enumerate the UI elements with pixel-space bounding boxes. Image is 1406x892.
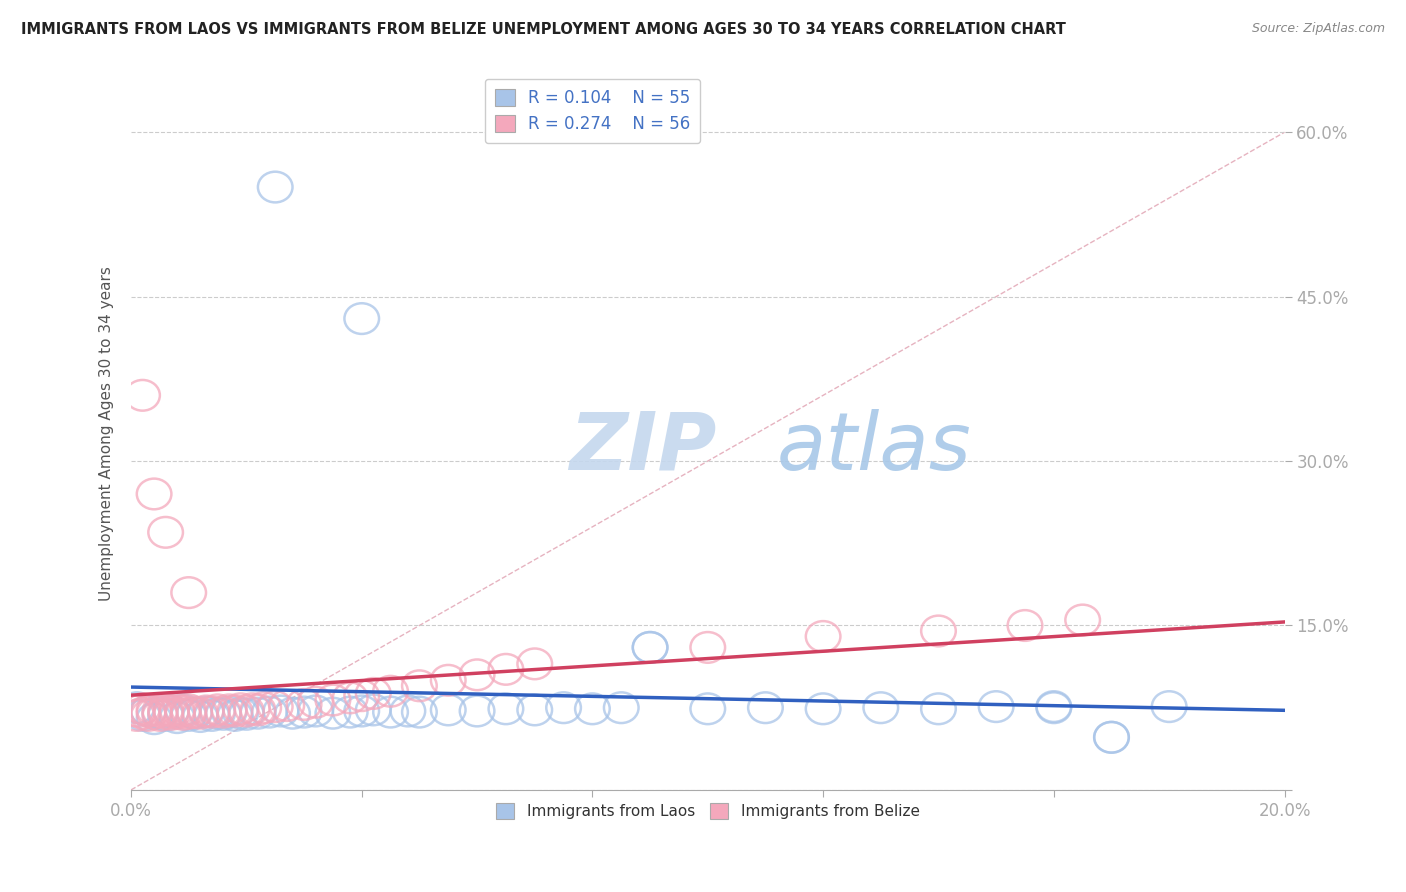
- Y-axis label: Unemployment Among Ages 30 to 34 years: Unemployment Among Ages 30 to 34 years: [100, 266, 114, 601]
- Text: Source: ZipAtlas.com: Source: ZipAtlas.com: [1251, 22, 1385, 36]
- Text: IMMIGRANTS FROM LAOS VS IMMIGRANTS FROM BELIZE UNEMPLOYMENT AMONG AGES 30 TO 34 : IMMIGRANTS FROM LAOS VS IMMIGRANTS FROM …: [21, 22, 1066, 37]
- Text: atlas: atlas: [778, 409, 972, 487]
- Legend: Immigrants from Laos, Immigrants from Belize: Immigrants from Laos, Immigrants from Be…: [489, 797, 925, 825]
- Text: ZIP: ZIP: [569, 409, 717, 487]
